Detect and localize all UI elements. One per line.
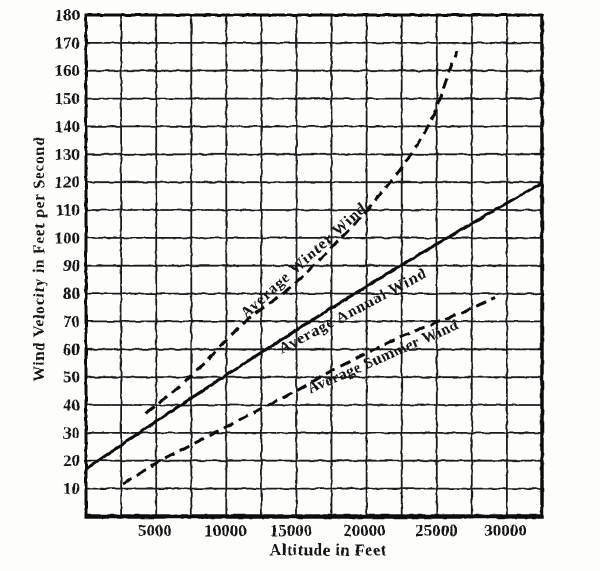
svg-text:140: 140 [55, 117, 81, 136]
svg-text:90: 90 [63, 256, 80, 275]
svg-text:100: 100 [55, 228, 81, 247]
svg-text:70: 70 [63, 312, 80, 331]
svg-text:15000: 15000 [270, 521, 313, 540]
svg-text:Altitude in Feet: Altitude in Feet [269, 541, 386, 560]
svg-text:30: 30 [63, 423, 80, 442]
svg-text:50: 50 [63, 368, 80, 387]
svg-text:10000: 10000 [204, 521, 247, 540]
svg-text:5000: 5000 [138, 521, 172, 540]
svg-text:30000: 30000 [484, 521, 527, 540]
svg-text:180: 180 [55, 6, 81, 25]
svg-text:120: 120 [55, 173, 81, 192]
svg-text:170: 170 [55, 33, 81, 52]
svg-text:150: 150 [55, 89, 81, 108]
svg-text:25000: 25000 [415, 521, 458, 540]
svg-text:130: 130 [55, 145, 81, 164]
svg-text:110: 110 [55, 201, 80, 220]
svg-text:20: 20 [63, 451, 80, 470]
svg-text:Wind Velocity in Feet per Seco: Wind Velocity in Feet per Second [31, 136, 48, 381]
svg-text:10: 10 [63, 479, 80, 498]
svg-text:40: 40 [63, 396, 80, 415]
svg-text:20000: 20000 [343, 521, 386, 540]
svg-text:60: 60 [63, 340, 80, 359]
svg-text:160: 160 [55, 61, 81, 80]
svg-text:80: 80 [63, 284, 80, 303]
